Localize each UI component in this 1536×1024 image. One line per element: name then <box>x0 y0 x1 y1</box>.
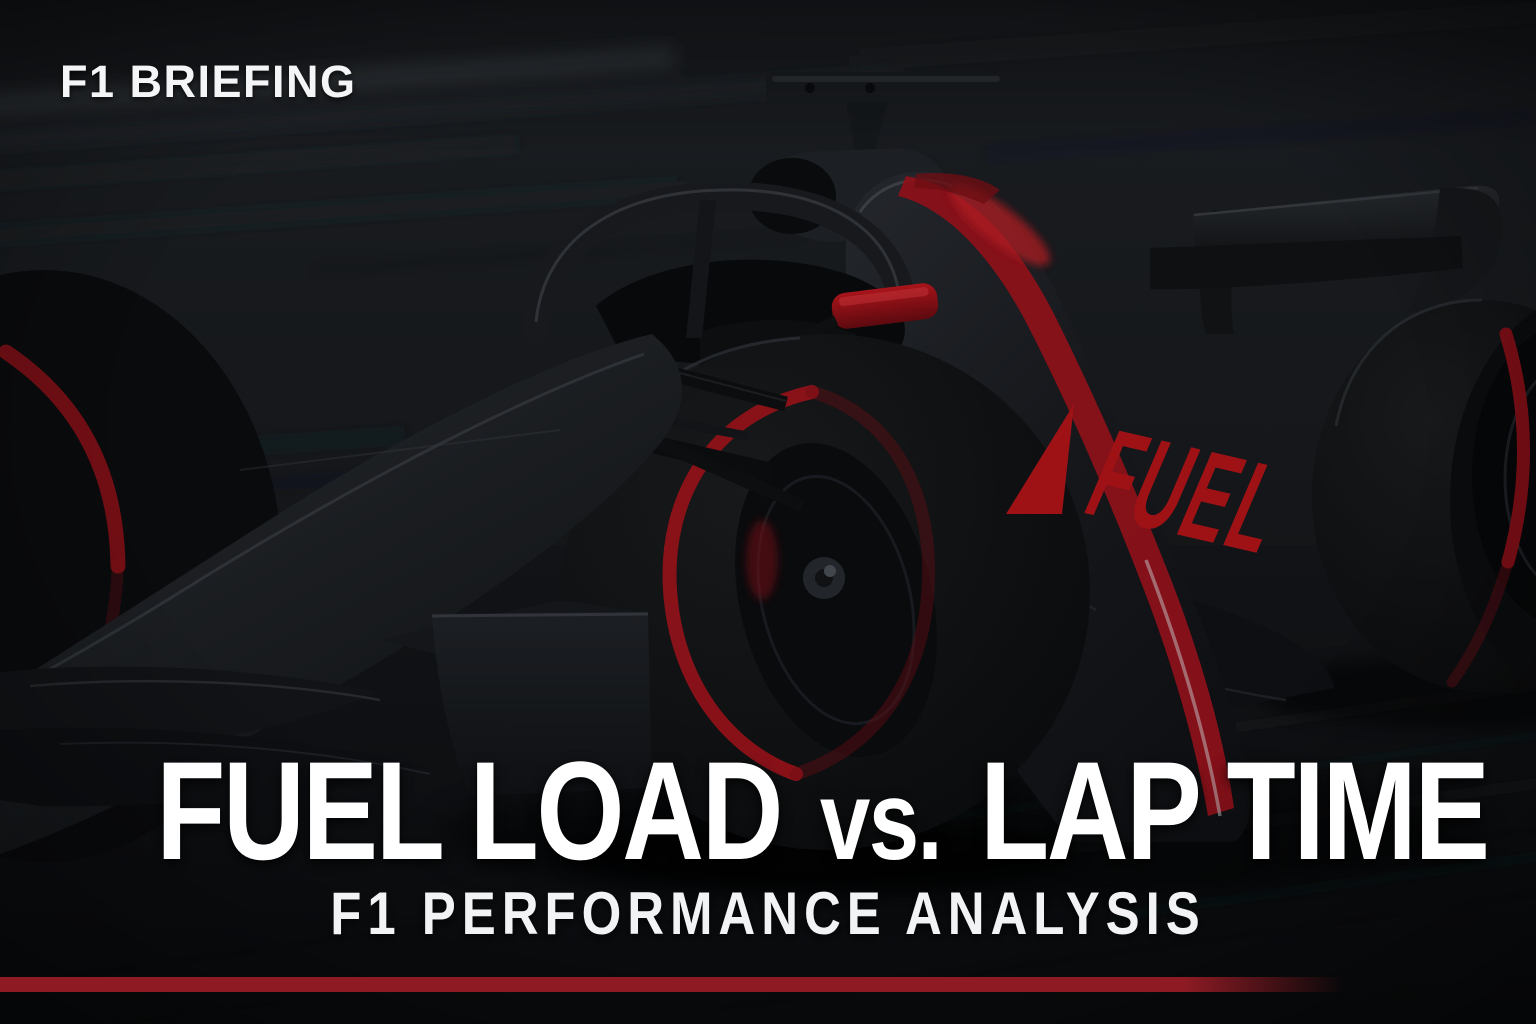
brand-logo: F1 BRIEFING <box>60 56 357 107</box>
accent-bar <box>0 977 1345 992</box>
page-title: FUEL LOAD vs. LAP TIME <box>0 741 1536 881</box>
title-part-fuel-load: FUEL LOAD <box>156 732 783 889</box>
top-shade <box>0 0 1536 150</box>
title-separator-vs: vs. <box>819 758 943 883</box>
title-part-lap-time: LAP TIME <box>979 732 1490 889</box>
subtitle: F1 PERFORMANCE ANALYSIS <box>330 880 1206 947</box>
